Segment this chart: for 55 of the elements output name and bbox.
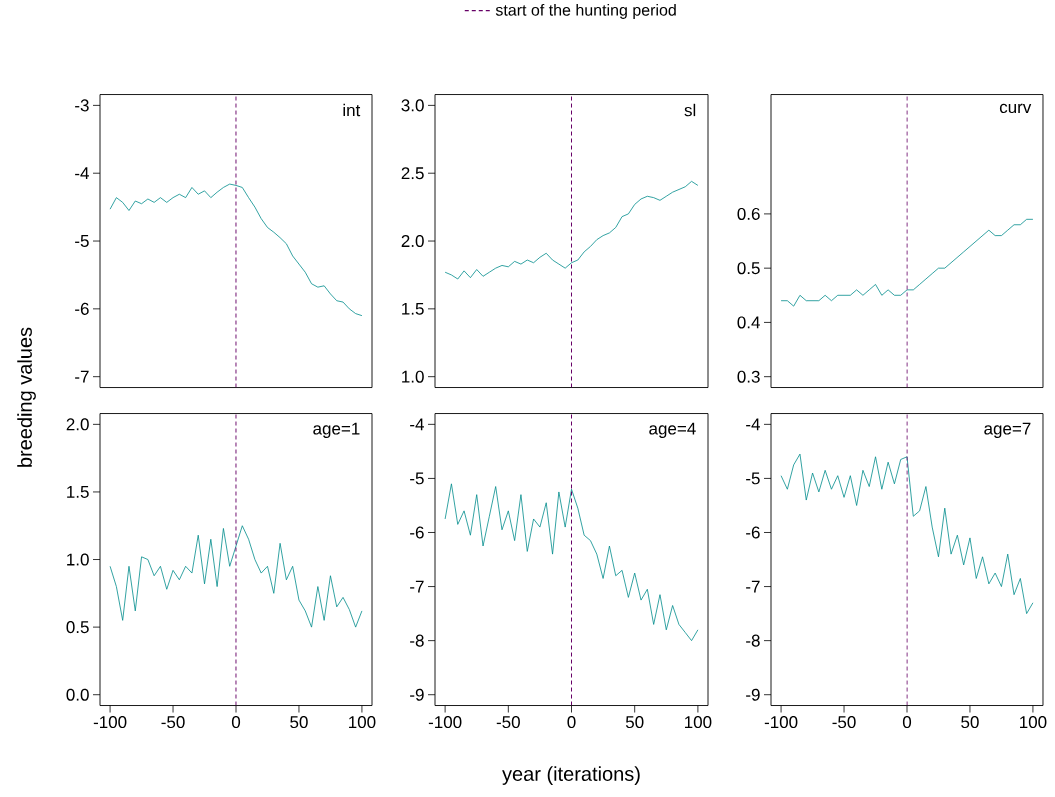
chart-title: age=4	[649, 422, 696, 439]
y-tick-label: 2.0	[401, 235, 424, 248]
y-tick-label: -6	[746, 526, 760, 539]
y-tick-label: -5	[75, 235, 89, 248]
y-tick-label: -7	[410, 580, 424, 593]
y-tick-label: -4	[410, 418, 424, 431]
y-tick-label: 0.5	[737, 262, 760, 275]
y-tick-label: 0.6	[737, 208, 760, 221]
x-axis-title: year (iterations)	[502, 766, 640, 786]
x-tick-label: 100	[349, 716, 376, 729]
y-tick-label: -7	[746, 580, 760, 593]
y-tick-label: 0.3	[737, 370, 760, 383]
y-tick-label: 1.5	[402, 303, 424, 316]
x-tick-label: 100	[1020, 716, 1047, 729]
y-tick-label: 0.0	[66, 688, 89, 701]
y-tick-label: -9	[746, 688, 760, 701]
y-tick-label: 1.0	[402, 370, 424, 383]
y-tick-label: 2.0	[66, 418, 89, 431]
legend-label: start of the hunting period	[495, 4, 676, 20]
y-tick-label: -3	[75, 99, 89, 112]
x-tick-label: -100	[428, 716, 462, 729]
x-tick-label: 50	[625, 716, 644, 729]
y-axis-title: breeding values	[17, 327, 36, 468]
y-tick-label: 3.0	[401, 99, 424, 112]
x-tick-label: 100	[685, 716, 712, 729]
y-tick-label: -4	[75, 167, 89, 180]
y-tick-label: 2.5	[401, 167, 424, 180]
y-tick-label: 0.4	[737, 316, 760, 329]
y-tick-label: -6	[410, 526, 424, 539]
chart-title: age=1	[313, 422, 360, 439]
y-tick-label: -5	[410, 472, 424, 485]
x-tick-label: -100	[764, 716, 798, 729]
y-tick-label: 1.0	[67, 553, 89, 566]
x-tick-label: -100	[93, 716, 127, 729]
chart-title: age=7	[984, 422, 1031, 439]
y-tick-label: -5	[746, 472, 760, 485]
x-tick-label: -50	[161, 716, 185, 729]
x-tick-label: 0	[902, 716, 912, 729]
y-tick-label: 1.5	[67, 486, 89, 499]
x-tick-label: -50	[496, 716, 520, 729]
y-tick-label: -6	[75, 303, 89, 316]
y-tick-label: -9	[410, 688, 424, 701]
chart-title: sl	[684, 104, 696, 117]
x-tick-label: 0	[567, 716, 576, 729]
y-tick-label: 0.5	[66, 621, 89, 634]
chart-title: curv	[999, 104, 1032, 114]
y-tick-label: -8	[746, 634, 760, 647]
x-tick-label: -50	[832, 716, 856, 729]
y-tick-label: -7	[75, 371, 89, 383]
x-tick-label: 50	[961, 716, 979, 729]
x-tick-label: 50	[290, 716, 308, 729]
y-tick-label: -4	[746, 418, 760, 431]
chart-title: int	[343, 104, 361, 117]
x-tick-label: 0	[231, 716, 241, 729]
y-tick-label: -8	[410, 634, 424, 647]
